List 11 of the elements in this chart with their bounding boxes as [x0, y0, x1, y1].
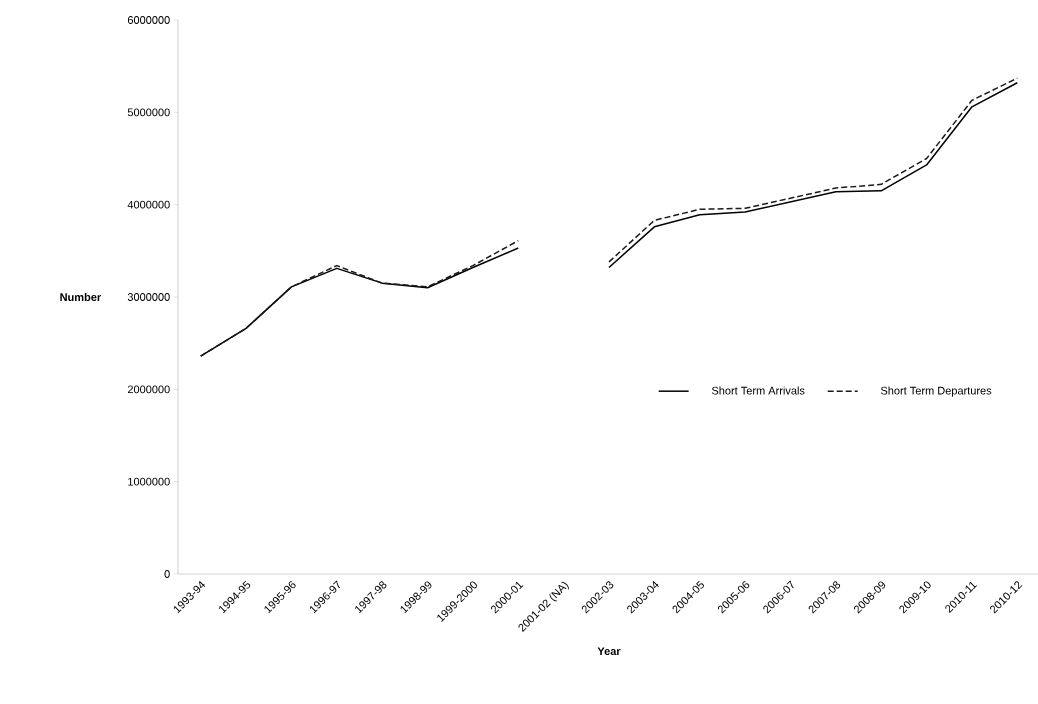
x-axis-title: Year	[597, 647, 621, 656]
y-tick-label: 2000000	[127, 385, 170, 394]
y-tick-label: 5000000	[127, 108, 170, 117]
y-tick-label: 6000000	[127, 16, 170, 24]
y-tick-label: 3000000	[127, 293, 170, 301]
y-tick-label: 4000000	[127, 200, 170, 209]
y-tick-label: 0	[164, 570, 170, 578]
legend-label: Short Term Arrivals	[711, 386, 805, 395]
y-axis-title: Number	[60, 292, 102, 302]
y-tick-label: 1000000	[128, 477, 170, 486]
legend-label: Short Term Departures	[880, 386, 992, 397]
